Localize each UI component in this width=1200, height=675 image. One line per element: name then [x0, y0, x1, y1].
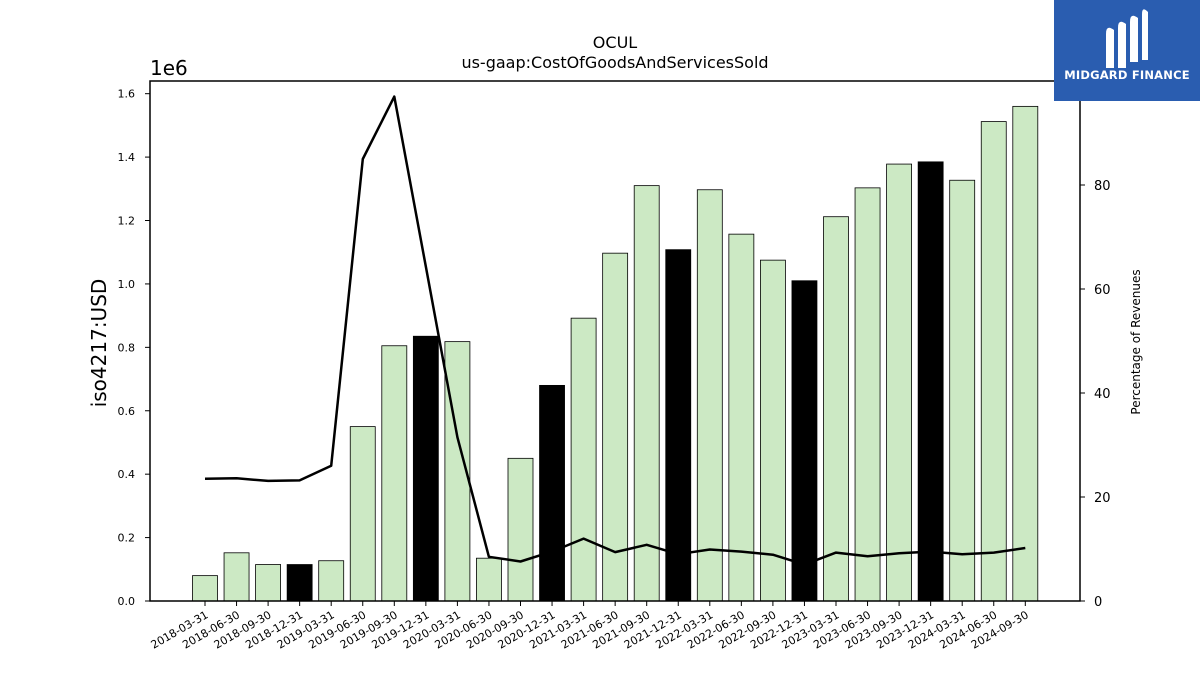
- y2-axis-label: Percentage of Revenues: [1129, 269, 1143, 414]
- bar: [854, 187, 881, 602]
- bar: [539, 384, 565, 602]
- y-tick-label: 1.6: [118, 88, 136, 101]
- y-axis-label: iso4217:USD: [87, 279, 111, 408]
- logo-text: MIDGARD FINANCE: [1064, 68, 1190, 82]
- bar: [223, 552, 250, 602]
- bar: [980, 121, 1007, 602]
- chart-title: OCUL: [593, 33, 637, 52]
- bar: [1012, 105, 1039, 602]
- chart-subtitle: us-gaap:CostOfGoodsAndServicesSold: [461, 53, 768, 72]
- y2-tick-label: 0: [1094, 595, 1102, 610]
- bar: [760, 259, 786, 602]
- bar: [412, 335, 439, 602]
- y2-tick-label: 20: [1094, 491, 1111, 506]
- bar: [381, 345, 408, 602]
- bar: [286, 564, 313, 602]
- midgard-m-logo-icon: [1106, 9, 1148, 68]
- bar: [791, 280, 818, 602]
- y-tick-label: 1.0: [118, 278, 136, 291]
- bar: [602, 252, 629, 602]
- bar: [633, 185, 660, 602]
- y2-tick-label: 40: [1094, 387, 1111, 402]
- bar: [476, 557, 502, 602]
- y-tick-label: 0.2: [118, 532, 136, 545]
- bar: [192, 575, 218, 602]
- bar: [728, 233, 755, 602]
- y-tick-label: 1.4: [118, 151, 136, 164]
- y-tick-label: 0.8: [118, 341, 136, 354]
- y-tick-label: 0.6: [118, 405, 136, 418]
- bar: [823, 216, 849, 602]
- bar: [570, 317, 597, 602]
- y2-tick-label: 80: [1094, 179, 1111, 194]
- bar: [507, 457, 534, 602]
- y-offset-label: 1e6: [150, 56, 188, 80]
- percentage-line: [204, 95, 1026, 566]
- bar: [349, 426, 376, 602]
- bar: [886, 163, 912, 602]
- y-tick-label: 1.2: [118, 215, 136, 228]
- logo: MIDGARD FINANCE: [1054, 0, 1200, 101]
- y2-tick-label: 60: [1094, 283, 1111, 298]
- bar: [696, 189, 723, 602]
- y-tick-label: 0.4: [118, 468, 136, 481]
- bar: [318, 560, 345, 602]
- bar: [665, 249, 692, 602]
- bar: [949, 179, 976, 602]
- y-tick-label: 0.0: [118, 595, 136, 608]
- bar: [917, 161, 944, 602]
- bar: [255, 564, 282, 602]
